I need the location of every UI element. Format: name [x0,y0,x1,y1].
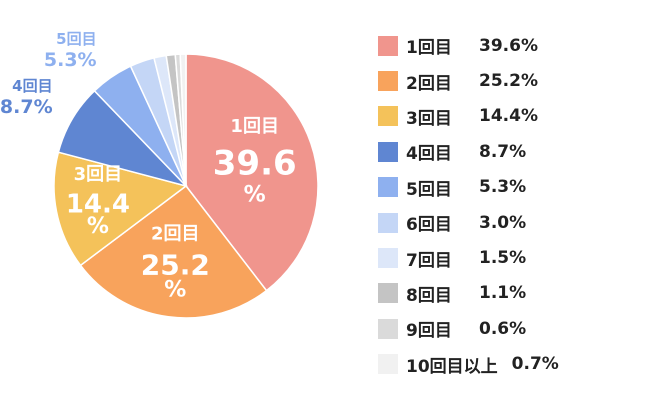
legend-value: 0.7% [511,354,559,375]
pie-slice-3 [53,151,188,267]
slice-label-unit-1: % [244,183,266,208]
legend-value: 1.1% [479,283,527,304]
legend-swatch [378,248,398,269]
legend-value: 39.6% [479,35,538,56]
legend-item: 3回目 14.4% [378,99,559,134]
slice-label-name-2: 2回目 [151,223,200,244]
legend-swatch [378,71,398,92]
legend-value: 25.2% [479,71,538,92]
legend-label: 6回目 [406,215,452,236]
pie-slices [53,53,319,319]
slice-label-unit-2: % [164,278,186,303]
slice-label-value-2: 25.2 [141,248,210,281]
legend-item: 8回目 1.1% [378,276,559,311]
legend-value: 14.4% [479,106,538,127]
legend-label: 10回目以上 [406,356,498,377]
outer-label-value-4: 8.7% [0,96,53,118]
legend-swatch [378,177,398,198]
legend-swatch [378,141,398,162]
legend-label: 3回目 [406,108,452,129]
legend-item: 1回目 39.6% [378,28,559,63]
legend-item: 5回目 5.3% [378,170,559,205]
legend-value: 8.7% [479,141,527,162]
legend-item: 10回目以上 0.7% [378,347,559,382]
legend-swatch [378,106,398,127]
legend-value: 5.3% [479,177,527,198]
legend-label: 1回目 [406,38,452,59]
legend-label: 5回目 [406,179,452,200]
legend-swatch [378,318,398,339]
outer-label-name-4: 4回目 [12,77,52,95]
legend-item: 9回目 0.6% [378,311,559,346]
pie-slice-10 [179,53,187,187]
legend-label: 2回目 [406,73,452,94]
legend-value: 1.5% [479,248,527,269]
legend-label: 4回目 [406,144,452,165]
legend-value: 3.0% [479,212,527,233]
legend-item: 7回目 1.5% [378,240,559,275]
legend-item: 6回目 3.0% [378,205,559,240]
pie-slice-1 [185,53,319,292]
slice-label-value-3: 14.4 [66,189,130,219]
legend-item: 4回目 8.7% [378,134,559,169]
pie-slice-2 [79,184,268,319]
legend-swatch [378,283,398,304]
legend-swatch [378,35,398,56]
legend-label: 8回目 [406,285,452,306]
outer-label-name-5: 5回目 [56,30,96,48]
chart-legend: 1回目 39.6% 2回目 25.2% 3回目 14.4% 4回目 8.7% 5回目 5.3% 6回… [378,28,559,382]
outer-label-value-5: 5.3% [44,49,97,71]
slice-label-unit-3: % [87,214,109,239]
legend-swatch [378,212,398,233]
slice-label-value-1: 39.6 [213,144,297,184]
legend-item: 2回目 25.2% [378,63,559,98]
legend-swatch [378,354,398,375]
slice-label-name-1: 1回目 [230,116,279,137]
legend-value: 0.6% [479,318,527,339]
legend-label: 9回目 [406,321,452,342]
slice-label-name-3: 3回目 [74,164,123,185]
legend-label: 7回目 [406,250,452,271]
